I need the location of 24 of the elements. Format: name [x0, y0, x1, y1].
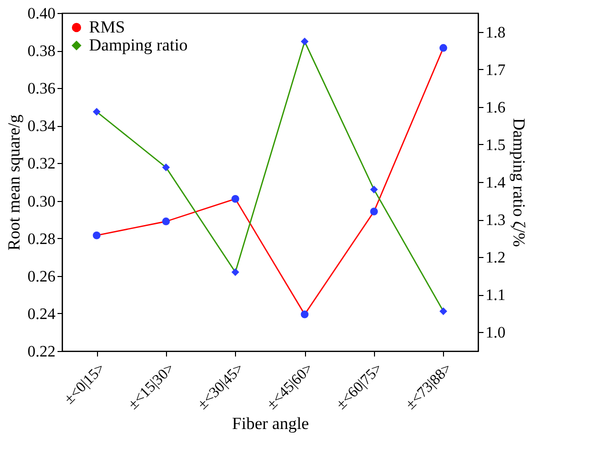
- legend-label: RMS: [89, 18, 125, 36]
- legend-label: Damping ratio: [89, 36, 188, 54]
- y-tick-label: 0.32: [28, 156, 56, 173]
- y-tick-label: 0.30: [28, 193, 56, 210]
- y-tick-label: 0.36: [28, 80, 56, 98]
- y-tick-label: 0.24: [28, 306, 56, 323]
- y2-tick-label: 1.1: [486, 287, 506, 304]
- y-tick-label: 0.34: [28, 118, 56, 136]
- y-axis-title: Root mean square/g: [4, 114, 24, 250]
- y2-tick-label: 1.3: [486, 212, 506, 230]
- y-tick-label: 0.38: [28, 43, 56, 60]
- y-tick-label: 0.40: [28, 6, 56, 22]
- x-axis-title: Fiber angle: [232, 414, 309, 434]
- y2-tick-label: 1.0: [486, 324, 506, 342]
- y-tick-label: 0.28: [28, 230, 56, 248]
- y2-axis-title: Damping ratio ζ/%: [510, 118, 528, 247]
- y2-tick-label: 1.6: [486, 99, 506, 116]
- y2-tick-label: 1.8: [486, 24, 506, 42]
- y2-tick-label: 1.4: [486, 174, 506, 192]
- y-tick-label: 0.26: [28, 268, 56, 286]
- y-tick-label: 0.22: [28, 344, 56, 360]
- y2-tick-label: 1.7: [486, 62, 506, 79]
- y2-tick-label: 1.2: [486, 250, 506, 267]
- y2-tick-label: 1.5: [486, 136, 506, 154]
